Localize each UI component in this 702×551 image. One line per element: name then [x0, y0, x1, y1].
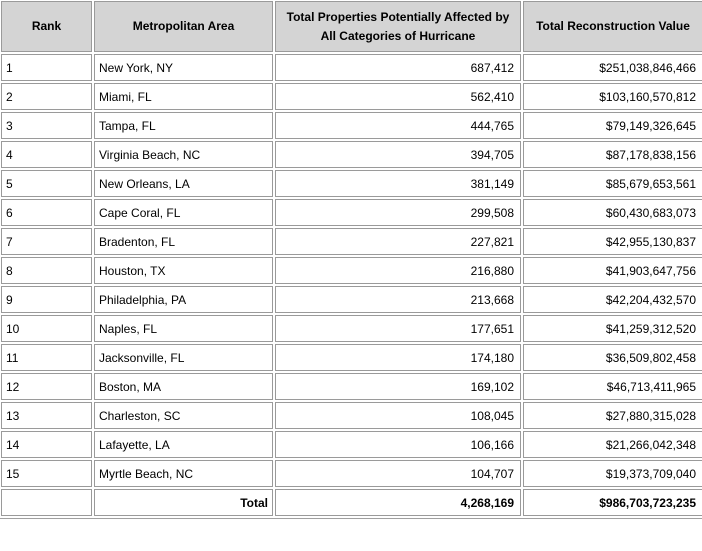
metropolitan-area-cell: Charleston, SC: [94, 402, 273, 429]
rank-cell: 14: [1, 431, 92, 458]
metropolitan-area-cell: Bradenton, FL: [94, 228, 273, 255]
rank-cell: 11: [1, 344, 92, 371]
properties-cell: 104,707: [275, 460, 521, 487]
properties-cell: 687,412: [275, 54, 521, 81]
reconstruction-value-cell: $19,373,709,040: [523, 460, 702, 487]
reconstruction-value-cell: $42,955,130,837: [523, 228, 702, 255]
reconstruction-value-cell: $27,880,315,028: [523, 402, 702, 429]
hurricane-properties-table: Rank Metropolitan Area Total Properties …: [0, 0, 702, 519]
rank-cell: 1: [1, 54, 92, 81]
reconstruction-value-cell: $21,266,042,348: [523, 431, 702, 458]
rank-cell: 5: [1, 170, 92, 197]
metropolitan-area-cell: Virginia Beach, NC: [94, 141, 273, 168]
metropolitan-area-cell: New York, NY: [94, 54, 273, 81]
properties-cell: 216,880: [275, 257, 521, 284]
reconstruction-value-cell: $36,509,802,458: [523, 344, 702, 371]
properties-cell: 106,166: [275, 431, 521, 458]
properties-cell: 108,045: [275, 402, 521, 429]
table-row: 9 Philadelphia, PA 213,668 $42,204,432,570: [1, 286, 702, 313]
properties-cell: 177,651: [275, 315, 521, 342]
table-row: 10 Naples, FL 177,651 $41,259,312,520: [1, 315, 702, 342]
header-row: Rank Metropolitan Area Total Properties …: [1, 1, 702, 52]
total-properties: 4,268,169: [275, 489, 521, 516]
header-total-properties: Total Properties Potentially Affected by…: [275, 1, 521, 52]
rank-cell: 15: [1, 460, 92, 487]
total-label: Total: [94, 489, 273, 516]
properties-cell: 299,508: [275, 199, 521, 226]
table-row: 15 Myrtle Beach, NC 104,707 $19,373,709,040: [1, 460, 702, 487]
table-row: 14 Lafayette, LA 106,166 $21,266,042,348: [1, 431, 702, 458]
table-row: 5 New Orleans, LA 381,149 $85,679,653,561: [1, 170, 702, 197]
reconstruction-value-cell: $87,178,838,156: [523, 141, 702, 168]
metropolitan-area-cell: New Orleans, LA: [94, 170, 273, 197]
reconstruction-value-cell: $103,160,570,812: [523, 83, 702, 110]
rank-cell: 6: [1, 199, 92, 226]
reconstruction-value-cell: $85,679,653,561: [523, 170, 702, 197]
header-rank: Rank: [1, 1, 92, 52]
header-reconstruction-value: Total Reconstruction Value: [523, 1, 702, 52]
properties-cell: 562,410: [275, 83, 521, 110]
properties-cell: 174,180: [275, 344, 521, 371]
rank-cell: 2: [1, 83, 92, 110]
total-rank-cell: [1, 489, 92, 516]
rank-cell: 7: [1, 228, 92, 255]
table-row: 2 Miami, FL 562,410 $103,160,570,812: [1, 83, 702, 110]
rank-cell: 13: [1, 402, 92, 429]
metropolitan-area-cell: Lafayette, LA: [94, 431, 273, 458]
metropolitan-area-cell: Miami, FL: [94, 83, 273, 110]
properties-cell: 381,149: [275, 170, 521, 197]
rank-cell: 12: [1, 373, 92, 400]
metropolitan-area-cell: Houston, TX: [94, 257, 273, 284]
metropolitan-area-cell: Tampa, FL: [94, 112, 273, 139]
table-body: 1 New York, NY 687,412 $251,038,846,466 2 Mia…: [1, 54, 702, 487]
reconstruction-value-cell: $42,204,432,570: [523, 286, 702, 313]
reconstruction-value-cell: $251,038,846,466: [523, 54, 702, 81]
metropolitan-area-cell: Jacksonville, FL: [94, 344, 273, 371]
reconstruction-value-cell: $79,149,326,645: [523, 112, 702, 139]
metropolitan-area-cell: Naples, FL: [94, 315, 273, 342]
properties-cell: 394,705: [275, 141, 521, 168]
total-row: Total 4,268,169 $986,703,723,235: [1, 489, 702, 516]
metropolitan-area-cell: Philadelphia, PA: [94, 286, 273, 313]
total-value: $986,703,723,235: [523, 489, 702, 516]
properties-cell: 227,821: [275, 228, 521, 255]
table-row: 13 Charleston, SC 108,045 $27,880,315,028: [1, 402, 702, 429]
properties-cell: 444,765: [275, 112, 521, 139]
table-row: 3 Tampa, FL 444,765 $79,149,326,645: [1, 112, 702, 139]
table-row: 1 New York, NY 687,412 $251,038,846,466: [1, 54, 702, 81]
table-row: 12 Boston, MA 169,102 $46,713,411,965: [1, 373, 702, 400]
rank-cell: 9: [1, 286, 92, 313]
metropolitan-area-cell: Cape Coral, FL: [94, 199, 273, 226]
metropolitan-area-cell: Myrtle Beach, NC: [94, 460, 273, 487]
table-row: 8 Houston, TX 216,880 $41,903,647,756: [1, 257, 702, 284]
rank-cell: 10: [1, 315, 92, 342]
rank-cell: 3: [1, 112, 92, 139]
table-row: 4 Virginia Beach, NC 394,705 $87,178,838,15…: [1, 141, 702, 168]
reconstruction-value-cell: $41,903,647,756: [523, 257, 702, 284]
header-metropolitan-area: Metropolitan Area: [94, 1, 273, 52]
table-row: 7 Bradenton, FL 227,821 $42,955,130,837: [1, 228, 702, 255]
reconstruction-value-cell: $46,713,411,965: [523, 373, 702, 400]
metropolitan-area-cell: Boston, MA: [94, 373, 273, 400]
rank-cell: 8: [1, 257, 92, 284]
table-row: 6 Cape Coral, FL 299,508 $60,430,683,073: [1, 199, 702, 226]
table-row: 11 Jacksonville, FL 174,180 $36,509,802,458: [1, 344, 702, 371]
reconstruction-value-cell: $60,430,683,073: [523, 199, 702, 226]
rank-cell: 4: [1, 141, 92, 168]
reconstruction-value-cell: $41,259,312,520: [523, 315, 702, 342]
properties-cell: 213,668: [275, 286, 521, 313]
properties-cell: 169,102: [275, 373, 521, 400]
